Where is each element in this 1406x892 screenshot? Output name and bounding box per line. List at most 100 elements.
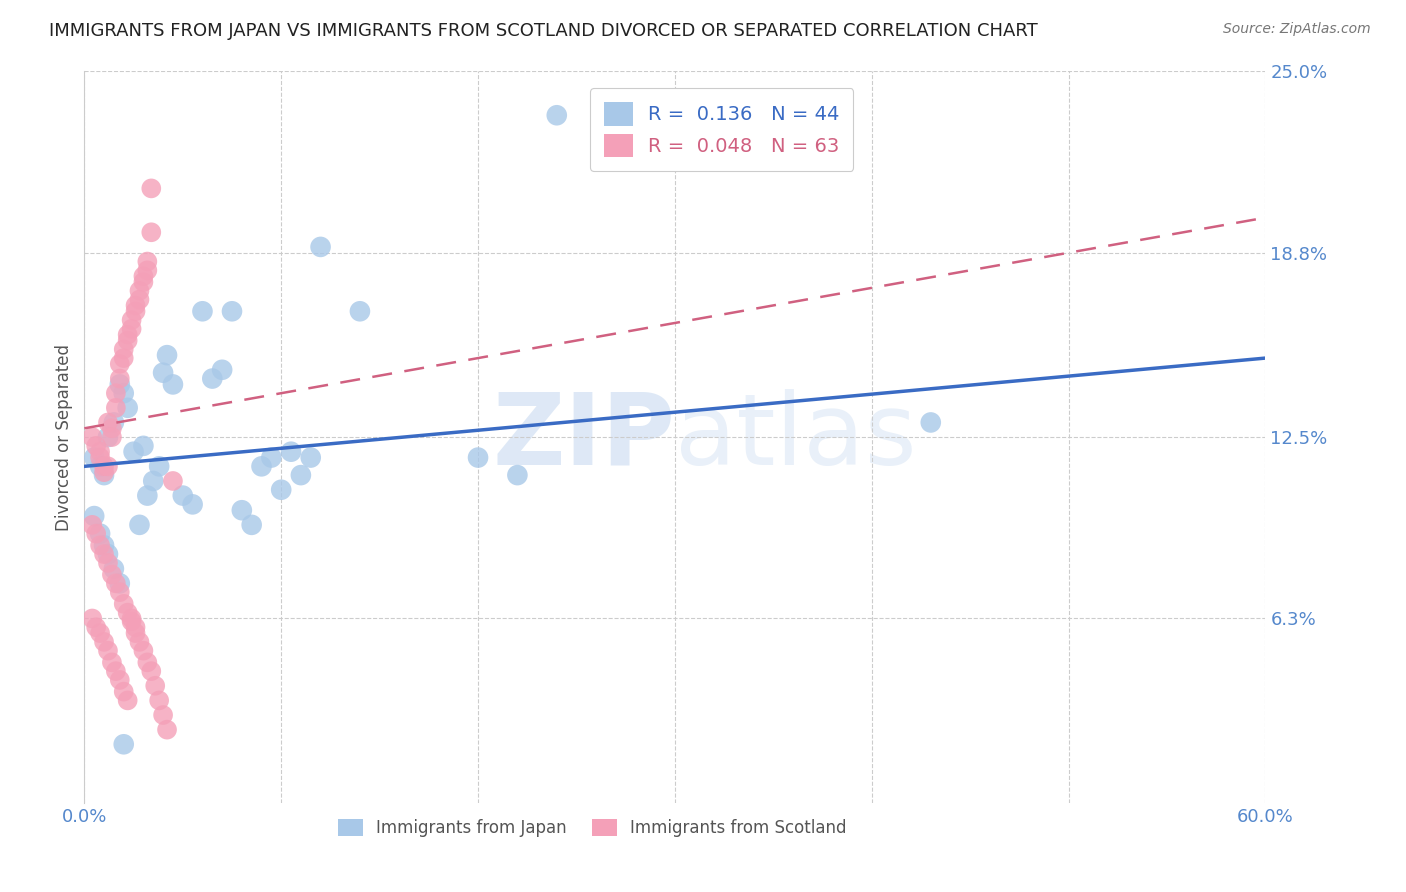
Point [546,108,568,122]
Point [181,497,204,511]
Point [128,517,150,532]
Point [97,416,120,430]
Point [101,567,124,582]
Point [152,708,174,723]
Point [108,377,131,392]
Point [136,489,159,503]
Point [97,547,120,561]
Point [83,450,105,465]
Point [121,322,143,336]
Point [93,459,115,474]
Point [142,474,165,488]
Point [299,450,322,465]
Point [101,430,124,444]
Y-axis label: Divorced or Separated: Divorced or Separated [55,343,73,531]
Point [83,509,105,524]
Point [280,444,302,458]
Point [124,298,146,312]
Point [270,483,292,497]
Point [89,538,111,552]
Point [136,263,159,277]
Point [84,620,107,634]
Point [122,444,145,458]
Point [141,181,163,195]
Point [143,679,166,693]
Point [93,547,115,561]
Point [101,421,124,435]
Point [117,606,139,620]
Point [108,576,131,591]
Point [156,723,179,737]
Point [148,693,170,707]
Point [108,371,131,385]
Point [89,626,111,640]
Point [132,439,155,453]
Point [108,673,131,687]
Text: atlas: atlas [675,389,917,485]
Point [162,474,184,488]
Point [117,401,139,415]
Point [309,240,332,254]
Point [101,656,124,670]
Point [121,611,143,625]
Point [112,597,135,611]
Point [132,275,155,289]
Point [104,664,127,678]
Point [128,293,150,307]
Point [148,459,170,474]
Point [141,225,163,239]
Point [93,635,115,649]
Point [97,643,120,657]
Point [172,489,194,503]
Point [349,304,371,318]
Point [124,304,146,318]
Point [112,351,135,365]
Text: ZIP: ZIP [492,389,675,485]
Point [112,737,135,751]
Point [89,526,111,541]
Point [112,684,135,698]
Point [467,450,489,465]
Point [89,459,111,474]
Point [117,693,139,707]
Point [132,269,155,284]
Point [108,357,131,371]
Point [136,254,159,268]
Point [97,556,120,570]
Point [211,363,233,377]
Point [84,439,107,453]
Point [260,450,283,465]
Point [104,576,127,591]
Point [97,459,120,474]
Point [156,348,179,362]
Point [920,416,942,430]
Point [132,643,155,657]
Point [93,468,115,483]
Point [124,620,146,634]
Point [121,313,143,327]
Point [89,450,111,465]
Point [112,386,135,401]
Point [250,459,273,474]
Point [191,304,214,318]
Point [506,468,529,483]
Point [82,430,104,444]
Point [97,430,120,444]
Point [136,656,159,670]
Point [162,377,184,392]
Point [104,401,127,415]
Legend: Immigrants from Japan, Immigrants from Scotland: Immigrants from Japan, Immigrants from S… [329,811,855,846]
Point [84,526,107,541]
Point [103,562,125,576]
Point [128,284,150,298]
Point [82,611,104,625]
Point [89,444,111,458]
Point [104,386,127,401]
Point [141,664,163,678]
Point [93,465,115,479]
Point [117,327,139,342]
Point [93,538,115,552]
Point [128,635,150,649]
Point [124,626,146,640]
Point [112,343,135,357]
